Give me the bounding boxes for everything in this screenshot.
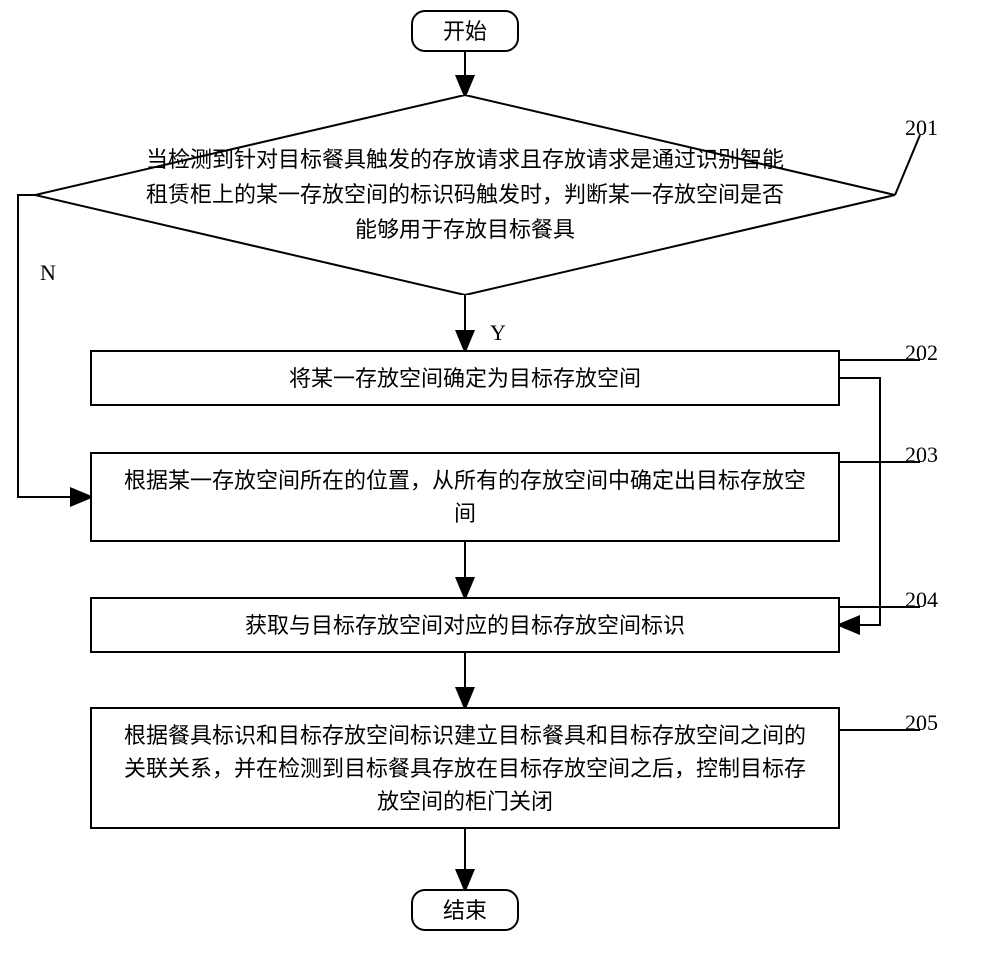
callout-ref-201: 201 (905, 115, 938, 141)
edge-label-N: N (40, 260, 56, 286)
process-label: 获取与目标存放空间对应的目标存放空间标识 (245, 609, 685, 642)
callout-ref-204: 204 (905, 587, 938, 613)
decision-node: 当检测到针对目标餐具触发的存放请求且存放请求是通过识别智能租赁柜上的某一存放空间… (35, 95, 895, 295)
process-node-p205: 根据餐具标识和目标存放空间标识建立目标餐具和目标存放空间之间的关联关系，并在检测… (90, 707, 840, 829)
terminal-label: 结束 (443, 894, 487, 927)
terminal-label: 开始 (443, 15, 487, 48)
terminal-node-start: 开始 (411, 10, 519, 52)
process-label: 根据某一存放空间所在的位置，从所有的存放空间中确定出目标存放空间 (116, 464, 814, 530)
process-node-p203: 根据某一存放空间所在的位置，从所有的存放空间中确定出目标存放空间 (90, 452, 840, 542)
callout-ref-205: 205 (905, 710, 938, 736)
process-label: 根据餐具标识和目标存放空间标识建立目标餐具和目标存放空间之间的关联关系，并在检测… (116, 719, 814, 818)
process-node-p202: 将某一存放空间确定为目标存放空间 (90, 350, 840, 406)
edge-label-Y: Y (490, 320, 506, 346)
callout-ref-202: 202 (905, 340, 938, 366)
callout-leader-201 (895, 135, 920, 195)
decision-text: 当检测到针对目标餐具触发的存放请求且存放请求是通过识别智能租赁柜上的某一存放空间… (143, 142, 788, 248)
terminal-node-end: 结束 (411, 889, 519, 931)
process-node-p204: 获取与目标存放空间对应的目标存放空间标识 (90, 597, 840, 653)
process-label: 将某一存放空间确定为目标存放空间 (289, 362, 641, 395)
edge-p202-p204 (840, 378, 880, 625)
callout-ref-203: 203 (905, 442, 938, 468)
